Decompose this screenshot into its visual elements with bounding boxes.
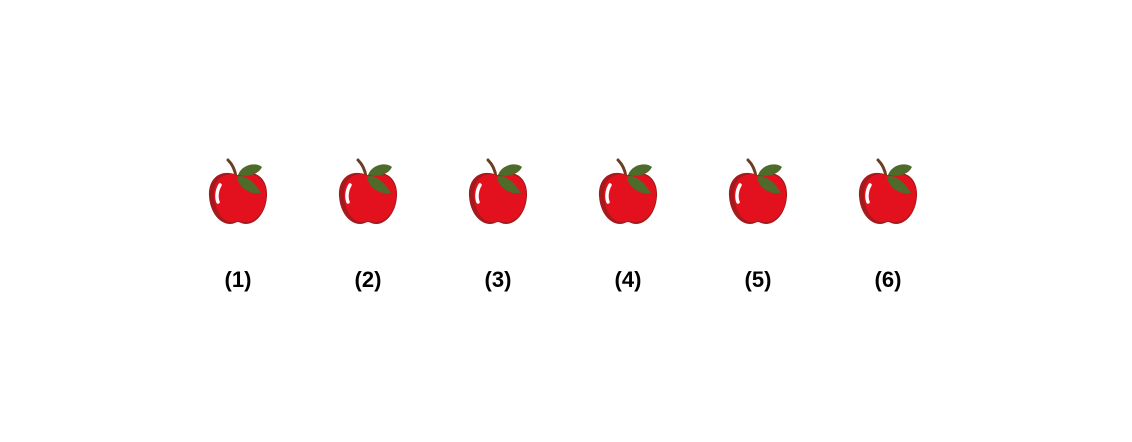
item-label: (2) <box>354 267 382 292</box>
item-label: (6) <box>874 267 902 292</box>
apple-icon <box>858 158 918 224</box>
apple-icon <box>208 158 268 224</box>
apple-icon <box>728 158 788 224</box>
item-label: (5) <box>744 267 772 292</box>
apple-item-5: (5) <box>693 155 823 300</box>
apple-item-6: (6) <box>823 155 953 300</box>
apple-item-3: (3) <box>433 155 563 300</box>
item-label: (4) <box>614 267 642 292</box>
apple-icon <box>598 158 658 224</box>
apple-row: (1) (2) (3) (4 <box>173 155 953 300</box>
apple-item-2: (2) <box>303 155 433 300</box>
apple-icon <box>338 158 398 224</box>
apple-item-1: (1) <box>173 155 303 300</box>
item-label: (1) <box>224 267 252 292</box>
apple-icon <box>468 158 528 224</box>
apple-item-4: (4) <box>563 155 693 300</box>
item-label: (3) <box>484 267 512 292</box>
